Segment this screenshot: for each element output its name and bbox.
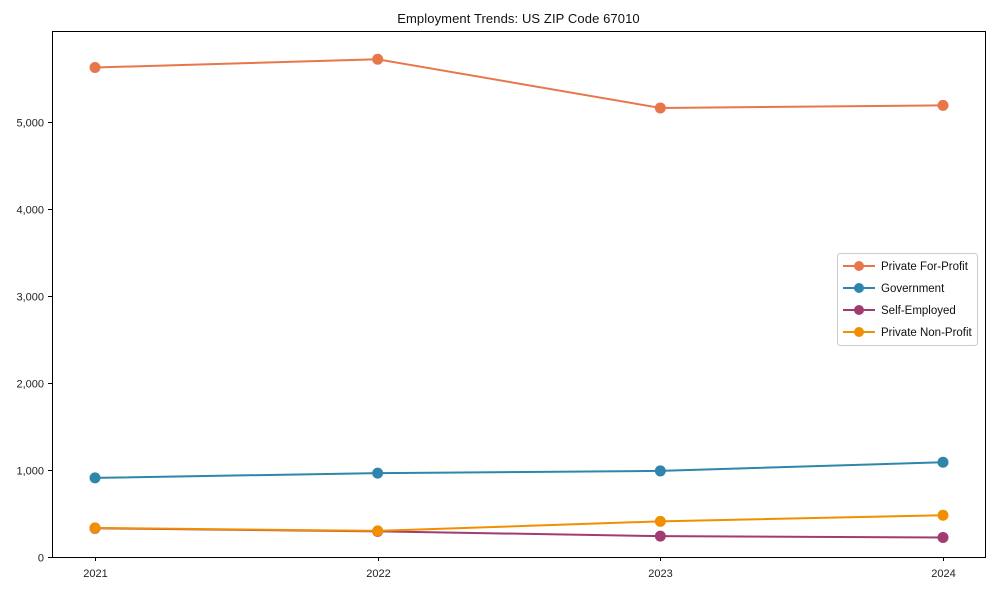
legend-entry-private-for-profit: Private For-Profit	[843, 261, 969, 273]
legend-label-government: Government	[881, 283, 945, 295]
plot-area-border	[52, 31, 986, 558]
data-point-private-non-profit-2023	[654, 515, 666, 527]
data-point-private-non-profit-2021	[89, 522, 101, 534]
legend-label-private-for-profit: Private For-Profit	[881, 261, 969, 273]
data-point-government-2023	[654, 465, 666, 477]
data-point-private-for-profit-2022	[372, 53, 384, 65]
legend-marker-government	[854, 283, 864, 293]
series-line-government	[94, 461, 944, 479]
legend-entry-self-employed: Self-Employed	[843, 305, 956, 317]
legend-marker-private-non-profit	[854, 327, 864, 337]
data-point-government-2024	[937, 456, 949, 468]
x-axis-tick-label: 2022	[366, 568, 390, 580]
data-point-private-for-profit-2021	[89, 62, 101, 74]
y-axis-tick-label: 5,000	[16, 118, 44, 130]
data-point-self-employed-2023	[654, 530, 666, 542]
data-point-government-2022	[372, 467, 384, 479]
legend-marker-private-for-profit	[854, 261, 864, 271]
legend-entry-government: Government	[843, 283, 945, 295]
data-point-government-2021	[89, 472, 101, 484]
series-line-private-non-profit	[94, 514, 944, 532]
chart-title: Employment Trends: US ZIP Code 67010	[397, 11, 640, 26]
legend-box	[837, 253, 978, 346]
series-line-private-for-profit	[94, 58, 944, 109]
y-axis-tick-label: 4,000	[16, 205, 44, 217]
y-axis-tick-label: 2,000	[16, 379, 44, 391]
data-point-private-for-profit-2024	[937, 99, 949, 111]
y-axis-tick-label: 0	[38, 553, 44, 565]
legend-label-self-employed: Self-Employed	[881, 305, 956, 317]
x-axis-tick-label: 2024	[931, 568, 955, 580]
legend-label-private-non-profit: Private Non-Profit	[881, 327, 973, 339]
y-axis-tick-label: 3,000	[16, 292, 44, 304]
data-point-private-non-profit-2024	[937, 509, 949, 521]
legend-entry-private-non-profit: Private Non-Profit	[843, 327, 973, 339]
legend-marker-self-employed	[854, 305, 864, 315]
y-axis-tick-label: 1,000	[16, 466, 44, 478]
data-point-private-non-profit-2022	[372, 525, 384, 537]
data-point-self-employed-2024	[937, 531, 949, 543]
x-axis-tick-label: 2021	[83, 568, 107, 580]
data-point-private-for-profit-2023	[654, 102, 666, 114]
x-axis-tick-label: 2023	[648, 568, 672, 580]
legend: Private For-Profit Government Self-Employe…	[837, 253, 978, 346]
